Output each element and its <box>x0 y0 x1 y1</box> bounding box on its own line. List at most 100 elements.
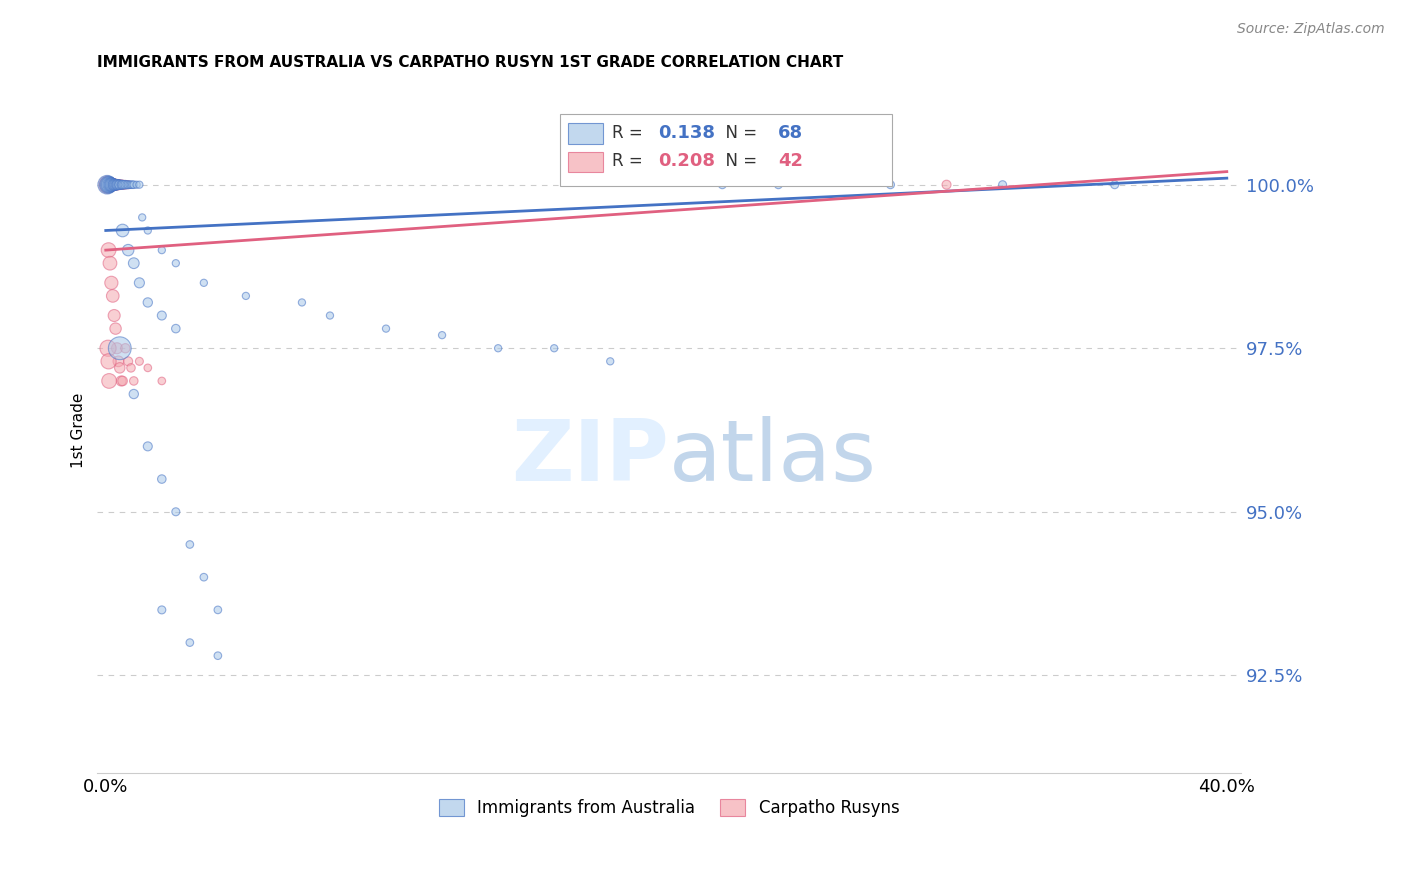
Point <box>97 178 120 192</box>
Text: R =: R = <box>612 124 648 142</box>
Point <box>97 178 120 192</box>
Point <box>935 178 957 192</box>
Point <box>150 309 173 323</box>
Text: 42: 42 <box>778 153 803 170</box>
Point <box>111 178 134 192</box>
Point <box>207 648 229 663</box>
Point <box>107 178 129 192</box>
Point <box>125 178 148 192</box>
Point <box>100 178 122 192</box>
Point <box>98 178 121 192</box>
Point <box>97 178 120 192</box>
Point <box>879 178 901 192</box>
Point <box>100 178 122 192</box>
Point <box>103 309 125 323</box>
Point <box>96 178 118 192</box>
Point <box>375 321 398 335</box>
Point <box>486 341 509 355</box>
Point <box>128 178 150 192</box>
Point <box>118 178 141 192</box>
Point <box>108 178 131 192</box>
Text: 0.138: 0.138 <box>658 124 714 142</box>
Point <box>110 178 132 192</box>
Point <box>104 178 127 192</box>
Point <box>117 243 139 257</box>
Point <box>111 223 134 237</box>
Point <box>101 178 124 192</box>
Point <box>112 178 135 192</box>
Point <box>105 178 128 192</box>
Point <box>100 178 122 192</box>
Point <box>108 178 131 192</box>
Point <box>150 243 173 257</box>
Text: 0.208: 0.208 <box>658 153 714 170</box>
Point <box>107 178 129 192</box>
Point <box>291 295 314 310</box>
Point <box>105 178 128 192</box>
Point <box>108 341 131 355</box>
Point <box>150 374 173 388</box>
Point <box>430 328 453 343</box>
Point <box>108 178 131 192</box>
Point <box>100 178 122 192</box>
Point <box>115 178 138 192</box>
Point <box>114 178 136 192</box>
Point <box>991 178 1014 192</box>
Point <box>131 211 153 225</box>
FancyBboxPatch shape <box>568 152 603 172</box>
Point <box>128 354 150 368</box>
Point <box>122 374 145 388</box>
Point <box>165 505 187 519</box>
Point <box>111 374 134 388</box>
Point <box>97 178 120 192</box>
Point <box>117 178 139 192</box>
Point <box>108 360 131 375</box>
Point <box>103 178 125 192</box>
Point <box>114 341 136 355</box>
Point <box>105 178 128 192</box>
Point <box>117 178 139 192</box>
Text: ZIP: ZIP <box>512 416 669 499</box>
Legend: Immigrants from Australia, Carpatho Rusyns: Immigrants from Australia, Carpatho Rusy… <box>432 792 905 823</box>
Point <box>97 243 120 257</box>
Point <box>110 374 132 388</box>
Point <box>122 387 145 401</box>
Point <box>101 178 124 192</box>
Point <box>96 178 118 192</box>
Point <box>110 178 132 192</box>
Point <box>98 178 121 192</box>
Point <box>111 178 134 192</box>
Point <box>165 321 187 335</box>
Point <box>136 439 159 453</box>
Point <box>120 178 142 192</box>
FancyBboxPatch shape <box>568 123 603 144</box>
Point <box>107 178 129 192</box>
Point <box>122 178 145 192</box>
Point <box>103 178 125 192</box>
Point <box>105 341 128 355</box>
Text: Source: ZipAtlas.com: Source: ZipAtlas.com <box>1237 22 1385 37</box>
Point <box>193 570 215 584</box>
Point <box>179 537 201 551</box>
Point <box>107 354 129 368</box>
Point <box>319 309 342 323</box>
Point <box>1104 178 1126 192</box>
Point <box>104 321 127 335</box>
Text: N =: N = <box>714 124 762 142</box>
Text: atlas: atlas <box>669 416 877 499</box>
Point <box>98 178 121 192</box>
Point <box>179 635 201 649</box>
FancyBboxPatch shape <box>561 114 891 186</box>
Point <box>136 223 159 237</box>
Point <box>121 178 143 192</box>
Point <box>235 289 257 303</box>
Point <box>103 178 125 192</box>
Point <box>193 276 215 290</box>
Point <box>111 178 134 192</box>
Point <box>136 360 159 375</box>
Point <box>543 341 565 355</box>
Point <box>104 178 127 192</box>
Point <box>98 178 121 192</box>
Point <box>150 603 173 617</box>
Point <box>599 354 621 368</box>
